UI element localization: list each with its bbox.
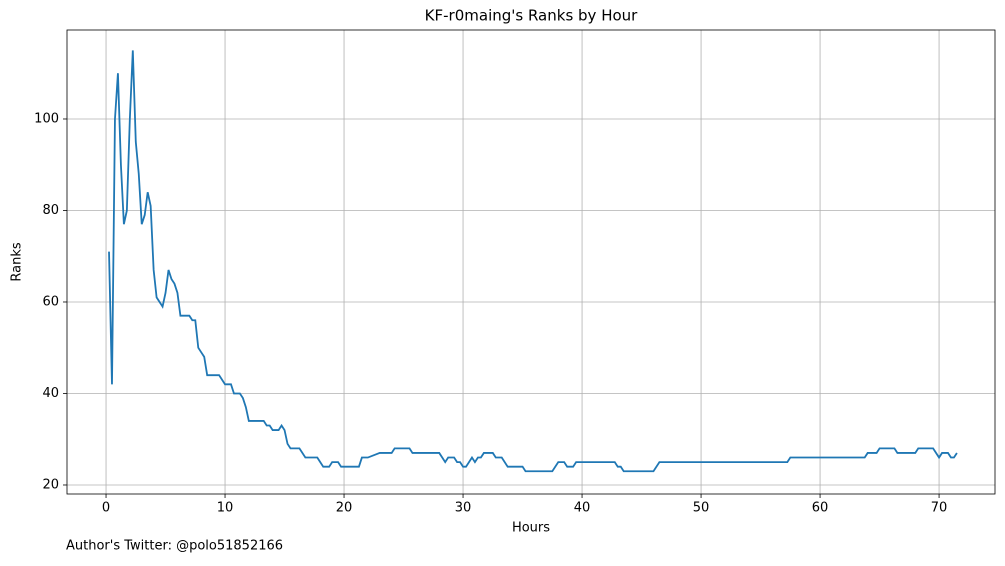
footnote: Author's Twitter: @polo51852166 bbox=[66, 539, 283, 554]
x-tick-label: 30 bbox=[455, 501, 472, 516]
plot-frame bbox=[66, 29, 996, 495]
y-tick-label: 100 bbox=[34, 111, 59, 126]
y-axis-label: Ranks bbox=[10, 242, 25, 281]
x-tick-label: 40 bbox=[574, 501, 591, 516]
data-line bbox=[108, 50, 958, 473]
y-tick-label: 40 bbox=[42, 386, 59, 401]
x-tick-label: 60 bbox=[812, 501, 829, 516]
x-axis-label: Hours bbox=[512, 521, 550, 536]
x-tick-label: 50 bbox=[693, 501, 710, 516]
chart-title: KF-r0maing's Ranks by Hour bbox=[425, 7, 638, 25]
x-tick-label: 20 bbox=[336, 501, 353, 516]
x-tick-label: 10 bbox=[217, 501, 234, 516]
x-tick-label: 0 bbox=[102, 501, 110, 516]
y-tick-label: 60 bbox=[42, 294, 59, 309]
x-tick-label: 70 bbox=[931, 501, 948, 516]
y-tick-label: 20 bbox=[42, 477, 59, 492]
y-tick-label: 80 bbox=[42, 203, 59, 218]
